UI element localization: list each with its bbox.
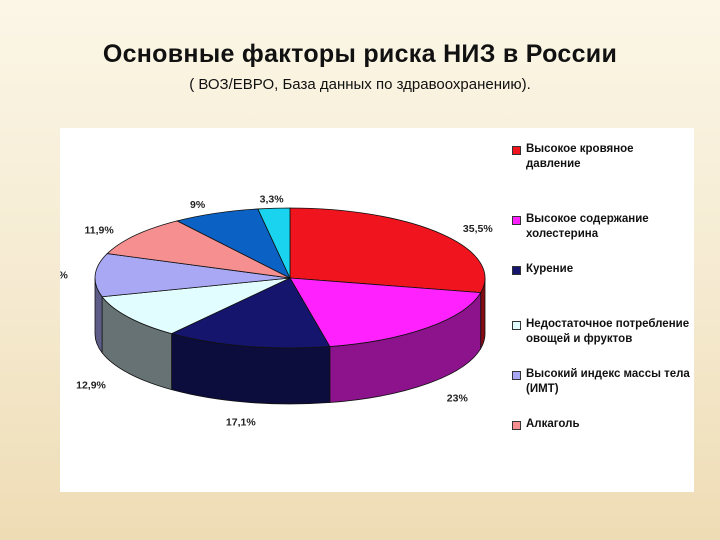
data-label-other-b: 3,3%: [260, 194, 285, 206]
pie-slice-bmi: [94, 253, 291, 298]
pie-slice-alcohol: [106, 220, 291, 279]
data-label-vegetables: 12,9%: [76, 379, 106, 391]
legend-item-cholesterol: Высокое содержание холестерина: [512, 212, 690, 242]
data-label-blood-pressure: 35,5%: [463, 223, 493, 235]
pie-slice-cholesterol: [289, 277, 482, 347]
slide-subtitle: ( ВОЗ/ЕВРО, База данных по здравоохранен…: [189, 76, 531, 93]
data-label-cholesterol: 23%: [447, 393, 469, 405]
data-label-smoking: 17,1%: [226, 417, 256, 429]
legend-item-smoking: Курение: [512, 262, 690, 277]
legend-swatch-smoking: [512, 266, 521, 275]
legend-swatch-bmi: [512, 371, 521, 380]
data-label-other-a: 9%: [190, 199, 206, 211]
legend-label-vegetables: Недостаточное потребление овощей и фрукт…: [526, 318, 690, 345]
legend-swatch-blood-pressure: [512, 146, 521, 155]
slide-title: Основные факторы риска НИЗ в России: [102, 40, 618, 68]
legend-item-vegetables: Недостаточное потребление овощей и фрукт…: [512, 317, 690, 347]
legend-label-cholesterol: Высокое содержание холестерина: [526, 213, 649, 240]
data-label-bmi: 12,5%: [60, 270, 69, 282]
pie-top: [94, 207, 486, 349]
legend-item-blood-pressure: Высокое кровяное давление: [512, 142, 690, 172]
legend-swatch-vegetables: [512, 321, 521, 330]
pie-sides: [94, 277, 486, 405]
chart-panel: 35,5% 23% 17,1% 12,9% 12,5% 11,9% 9% 3,3% Высок…: [60, 128, 694, 492]
pie-chart: 35,5% 23% 17,1% 12,9% 12,5% 11,9% 9% 3,3%: [60, 194, 493, 429]
legend-label-alcohol: Алкаголь: [526, 418, 580, 430]
legend-item-bmi: Высокий индекс массы тела (ИМТ): [512, 367, 690, 397]
pie-slice-smoking: [170, 277, 331, 349]
data-label-alcohol: 11,9%: [84, 224, 114, 236]
legend-label-bmi: Высокий индекс массы тела (ИМТ): [526, 368, 690, 395]
pie-slice-other-b: [257, 207, 291, 279]
pie-slice-blood-pressure: [289, 207, 486, 294]
legend-swatch-alcohol: [512, 421, 521, 430]
legend-label-blood-pressure: Высокое кровяное давление: [526, 143, 634, 170]
pie-slice-vegetables: [101, 277, 291, 335]
legend-label-smoking: Курение: [526, 263, 574, 275]
chart-legend: Высокое кровяное давление Высокое содерж…: [512, 142, 690, 444]
legend-item-alcohol: Алкаголь: [512, 417, 690, 432]
pie-data-labels: 35,5% 23% 17,1% 12,9% 12,5% 11,9% 9% 3,3%: [60, 194, 493, 429]
legend-swatch-cholesterol: [512, 216, 521, 225]
